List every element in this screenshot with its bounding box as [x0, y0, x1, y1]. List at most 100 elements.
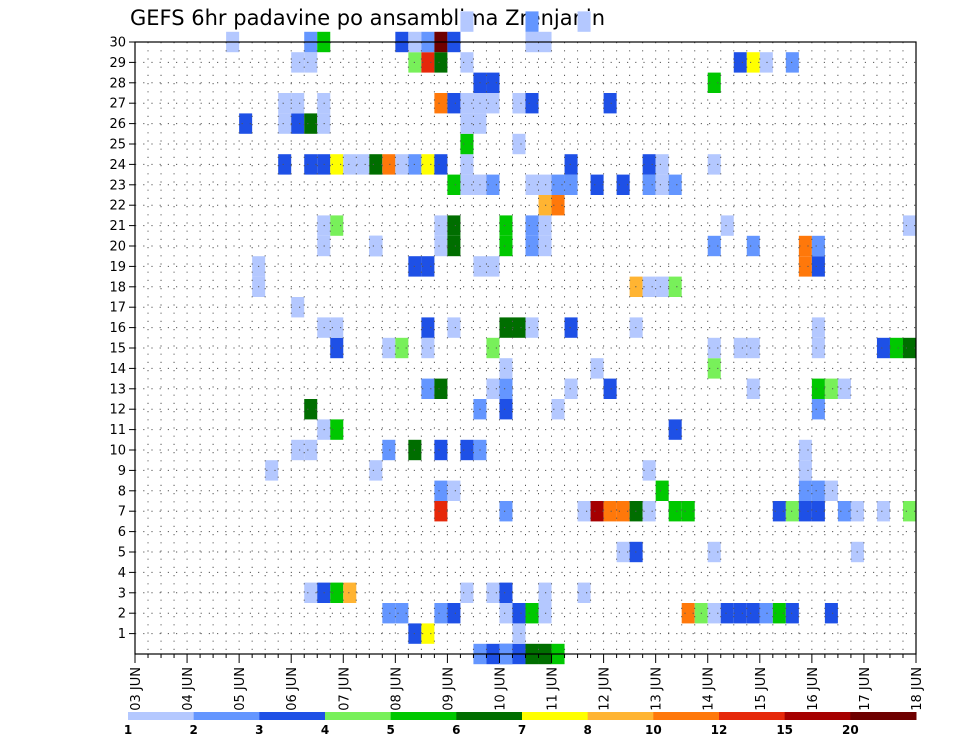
legend-swatch: [390, 712, 457, 720]
heatmap-cell: [304, 439, 318, 461]
legend-swatch: [128, 712, 195, 720]
heatmap-cell: [512, 317, 526, 338]
heatmap-cell: [642, 276, 656, 297]
heatmap-cell: [421, 256, 435, 277]
heatmap-cell: [460, 52, 474, 73]
heatmap-cell: [837, 501, 851, 522]
y-tick-label: 28: [109, 76, 126, 91]
heatmap-cell: [330, 419, 344, 440]
heatmap-cell: [772, 501, 786, 522]
legend-swatch: [784, 712, 851, 720]
heatmap-cell: [382, 337, 396, 359]
heatmap-cell: [486, 256, 500, 277]
heatmap-cell: [460, 154, 474, 175]
heatmap-cell: [746, 235, 760, 257]
heatmap-cell: [395, 337, 409, 359]
x-tick-label: 08 JUN: [389, 667, 404, 711]
heatmap-cell: [655, 154, 669, 175]
heatmap-cell: [304, 52, 318, 73]
y-tick-label: 21: [109, 219, 126, 234]
x-tick-label: 09 JUN: [441, 667, 456, 711]
x-tick-label: 14 JUN: [702, 667, 717, 711]
legend-swatch: [456, 712, 523, 720]
y-tick-label: 26: [109, 117, 126, 132]
heatmap-cell: [642, 460, 656, 481]
heatmap-cell: [486, 337, 500, 359]
heatmap-cell: [811, 317, 825, 338]
heatmap-cell: [720, 215, 734, 236]
heatmap-cell: [668, 419, 682, 440]
heatmap-cell: [642, 501, 656, 522]
x-tick-label: 07 JUN: [337, 667, 352, 711]
heatmap-cell: [447, 317, 461, 338]
legend-label: 5: [386, 723, 394, 737]
legend-label: 1: [124, 723, 132, 737]
heatmap-cell: [681, 603, 695, 624]
heatmap-cell: [733, 52, 747, 73]
heatmap-cell: [746, 603, 760, 624]
heatmap-cell: [395, 154, 409, 175]
legend-label: 4: [321, 723, 329, 737]
heatmap-cell: [590, 358, 604, 379]
heatmap-cell: [434, 93, 448, 114]
heatmap-cell: [486, 72, 500, 93]
x-tick-label: 15 JUN: [754, 667, 769, 711]
heatmap-cell: [525, 174, 539, 195]
heatmap-cell: [772, 603, 786, 624]
heatmap-cell: [369, 460, 383, 481]
heatmap-cell: [421, 317, 435, 338]
heatmap-cell: [382, 603, 396, 624]
heatmap-cell: [447, 480, 461, 501]
heatmap-cell: [369, 235, 383, 257]
y-tick-label: 18: [109, 280, 126, 295]
legend-label: 15: [776, 723, 793, 737]
heatmap-cell: [811, 235, 825, 257]
heatmap-cell: [746, 52, 760, 73]
y-tick-label: 30: [109, 36, 126, 51]
heatmap-cell: [499, 215, 513, 236]
heatmap-cell: [798, 256, 812, 277]
heatmap-cell: [525, 215, 539, 236]
y-tick-label: 14: [109, 362, 126, 377]
heatmap-cell: [382, 439, 396, 461]
heatmap-cell: [304, 582, 318, 603]
heatmap-cell: [434, 52, 448, 73]
heatmap-cell: [265, 460, 279, 481]
heatmap-cell: [460, 11, 474, 32]
heatmap-cell: [460, 174, 474, 195]
legend-label: 2: [189, 723, 197, 737]
y-tick-label: 11: [109, 423, 126, 438]
y-tick-label: 20: [109, 240, 126, 255]
heatmap-cell: [785, 603, 799, 624]
heatmap-cell: [707, 358, 721, 379]
heatmap-cell: [811, 337, 825, 359]
heatmap-cell: [512, 603, 526, 624]
heatmap-cell: [343, 154, 357, 175]
heatmap-cell: [746, 378, 760, 399]
heatmap-cell: [343, 582, 357, 603]
heatmap-cell: [330, 337, 344, 359]
heatmap-cell: [785, 52, 799, 73]
y-tick-label: 16: [109, 321, 126, 336]
heatmap-cell: [525, 93, 539, 114]
heatmap-cell: [291, 93, 305, 114]
y-tick-label: 19: [109, 260, 126, 275]
heatmap-cell: [486, 93, 500, 114]
heatmap-cell: [447, 215, 461, 236]
heatmap-cell: [681, 501, 695, 522]
heatmap-cell: [278, 154, 292, 175]
legend-swatch: [325, 712, 392, 720]
heatmap-cell: [577, 582, 591, 603]
heatmap-cell: [798, 480, 812, 501]
heatmap-cell: [278, 93, 292, 114]
legend-label: 20: [842, 723, 859, 737]
heatmap-cell: [434, 603, 448, 624]
heatmap-cell: [551, 195, 565, 216]
heatmap-cell: [824, 378, 838, 399]
x-axis: 03 JUN 04 JUN 05 JUN 06 JUN 07 JUN 08 JUN 09 J…: [129, 654, 925, 711]
heatmap-cell: [811, 501, 825, 522]
heatmap-cell: [460, 93, 474, 114]
heatmap-cell: [447, 603, 461, 624]
y-tick-label: 27: [109, 97, 126, 112]
x-tick-label: 05 JUN: [233, 667, 248, 711]
